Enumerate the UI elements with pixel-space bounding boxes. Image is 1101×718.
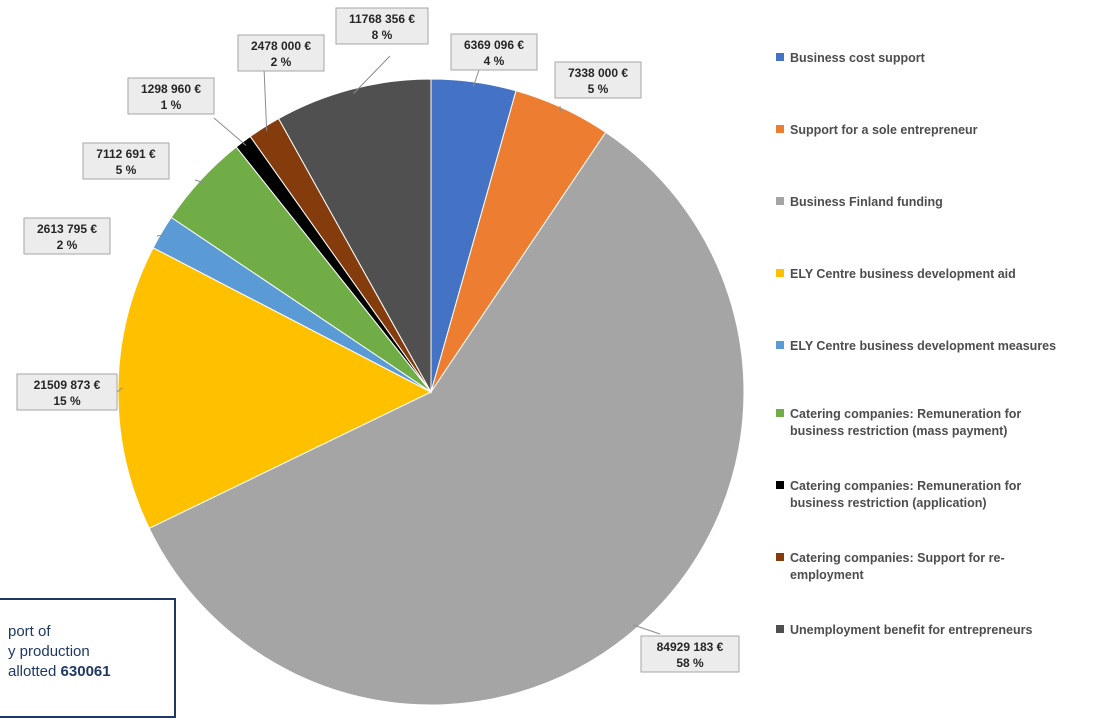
data-label-box — [82, 142, 170, 180]
data-label-percent: 15 % — [53, 394, 81, 408]
legend-label-line: Business cost support — [790, 51, 925, 65]
data-label-box — [335, 7, 429, 45]
data-label-percent: 5 % — [116, 163, 137, 177]
legend-label-line: Catering companies: Remuneration for — [790, 407, 1022, 421]
legend-label-line: Catering companies: Support for re- — [790, 551, 1005, 565]
leader-lines — [116, 55, 661, 635]
data-label-percent: 2 % — [57, 238, 78, 252]
legend-swatch — [776, 197, 784, 205]
leader-line — [213, 117, 247, 146]
legend-label: ELY Centre business development measures — [790, 338, 1100, 355]
leader-line — [632, 624, 661, 635]
legend-swatch — [776, 341, 784, 349]
data-label-value: 2613 795 € — [37, 222, 97, 236]
note-line-3: allotted 630061 — [8, 662, 174, 682]
pie-slice — [148, 131, 745, 705]
data-label-box — [23, 217, 111, 255]
legend-label: Catering companies: Remuneration for busi… — [790, 478, 1100, 512]
legend-label-line: business restriction (mass payment) — [790, 424, 1008, 438]
data-label-value: 7112 691 € — [96, 147, 156, 161]
data-label-box — [237, 34, 325, 72]
data-label-box — [450, 33, 538, 71]
note-line-1: port of — [8, 623, 51, 640]
legend-label-line: Unemployment benefit for entrepreneurs — [790, 623, 1033, 637]
leader-line — [263, 67, 268, 132]
data-label-box — [16, 373, 118, 411]
note-line-2: y production — [8, 643, 90, 660]
legend-label: Support for a sole entrepreneur — [790, 122, 1100, 139]
note-box: port of y production allotted 630061 — [0, 598, 176, 718]
legend-label-line: Business Finland funding — [790, 195, 943, 209]
legend-label-line: Support for a sole entrepreneur — [790, 123, 978, 137]
pie-slice — [117, 247, 433, 529]
legend-label-line: Catering companies: Remuneration for — [790, 479, 1022, 493]
data-label-percent: 4 % — [484, 54, 505, 68]
note-line-3-bold: 630061 — [60, 663, 111, 680]
legend-swatch — [776, 625, 784, 633]
data-label-value: 21509 873 € — [34, 378, 101, 392]
legend-label: Catering companies: Remuneration for busi… — [790, 406, 1100, 440]
legend-swatch — [776, 553, 784, 561]
leader-line — [194, 179, 205, 184]
pie-slices — [117, 78, 745, 705]
legend-label-line: ELY Centre business development aid — [790, 267, 1016, 281]
data-label-value: 84929 183 € — [657, 640, 724, 654]
leader-line — [559, 105, 562, 113]
legend-swatch — [776, 125, 784, 133]
legend-swatch — [776, 269, 784, 277]
legend-label: Business Finland funding — [790, 194, 1100, 211]
note-line-3-prefix: allotted — [8, 663, 61, 680]
legend-swatch — [776, 409, 784, 417]
data-label-value: 11768 356 € — [349, 12, 415, 26]
data-label-percent: 5 % — [588, 82, 609, 96]
legend-label: Business cost support — [790, 50, 1100, 67]
legend-swatch — [776, 53, 784, 61]
data-label-percent: 58 % — [676, 656, 704, 670]
legend-label-line: business restriction (application) — [790, 496, 987, 510]
leader-line — [156, 234, 166, 237]
data-label-value: 7338 000 € — [568, 66, 628, 80]
data-labels: 6369 096 € 4 % 7338 000 € 5 % 84929 183 € 58 … — [16, 7, 740, 673]
data-label-value: 6369 096 € — [464, 38, 524, 52]
data-label-percent: 8 % — [372, 28, 393, 42]
legend-label-line: employment — [790, 568, 864, 582]
pie-slice — [277, 78, 432, 394]
data-label-value: 2478 000 € — [251, 39, 311, 53]
data-label-percent: 1 % — [161, 98, 182, 112]
leader-line — [116, 387, 124, 393]
data-label-value: 1298 960 € — [141, 82, 201, 96]
data-label-box — [127, 77, 215, 115]
legend-swatch — [776, 481, 784, 489]
legend-label: Unemployment benefit for entrepreneurs — [790, 622, 1100, 639]
data-label-box — [640, 635, 740, 673]
data-label-box — [554, 61, 642, 99]
leader-line — [353, 55, 391, 94]
legend-label-line: ELY Centre business development measures — [790, 339, 1057, 353]
data-label-percent: 2 % — [271, 55, 292, 69]
legend-label: ELY Centre business development aid — [790, 266, 1100, 283]
legend-label: Catering companies: Support for re-emplo… — [790, 550, 1100, 584]
